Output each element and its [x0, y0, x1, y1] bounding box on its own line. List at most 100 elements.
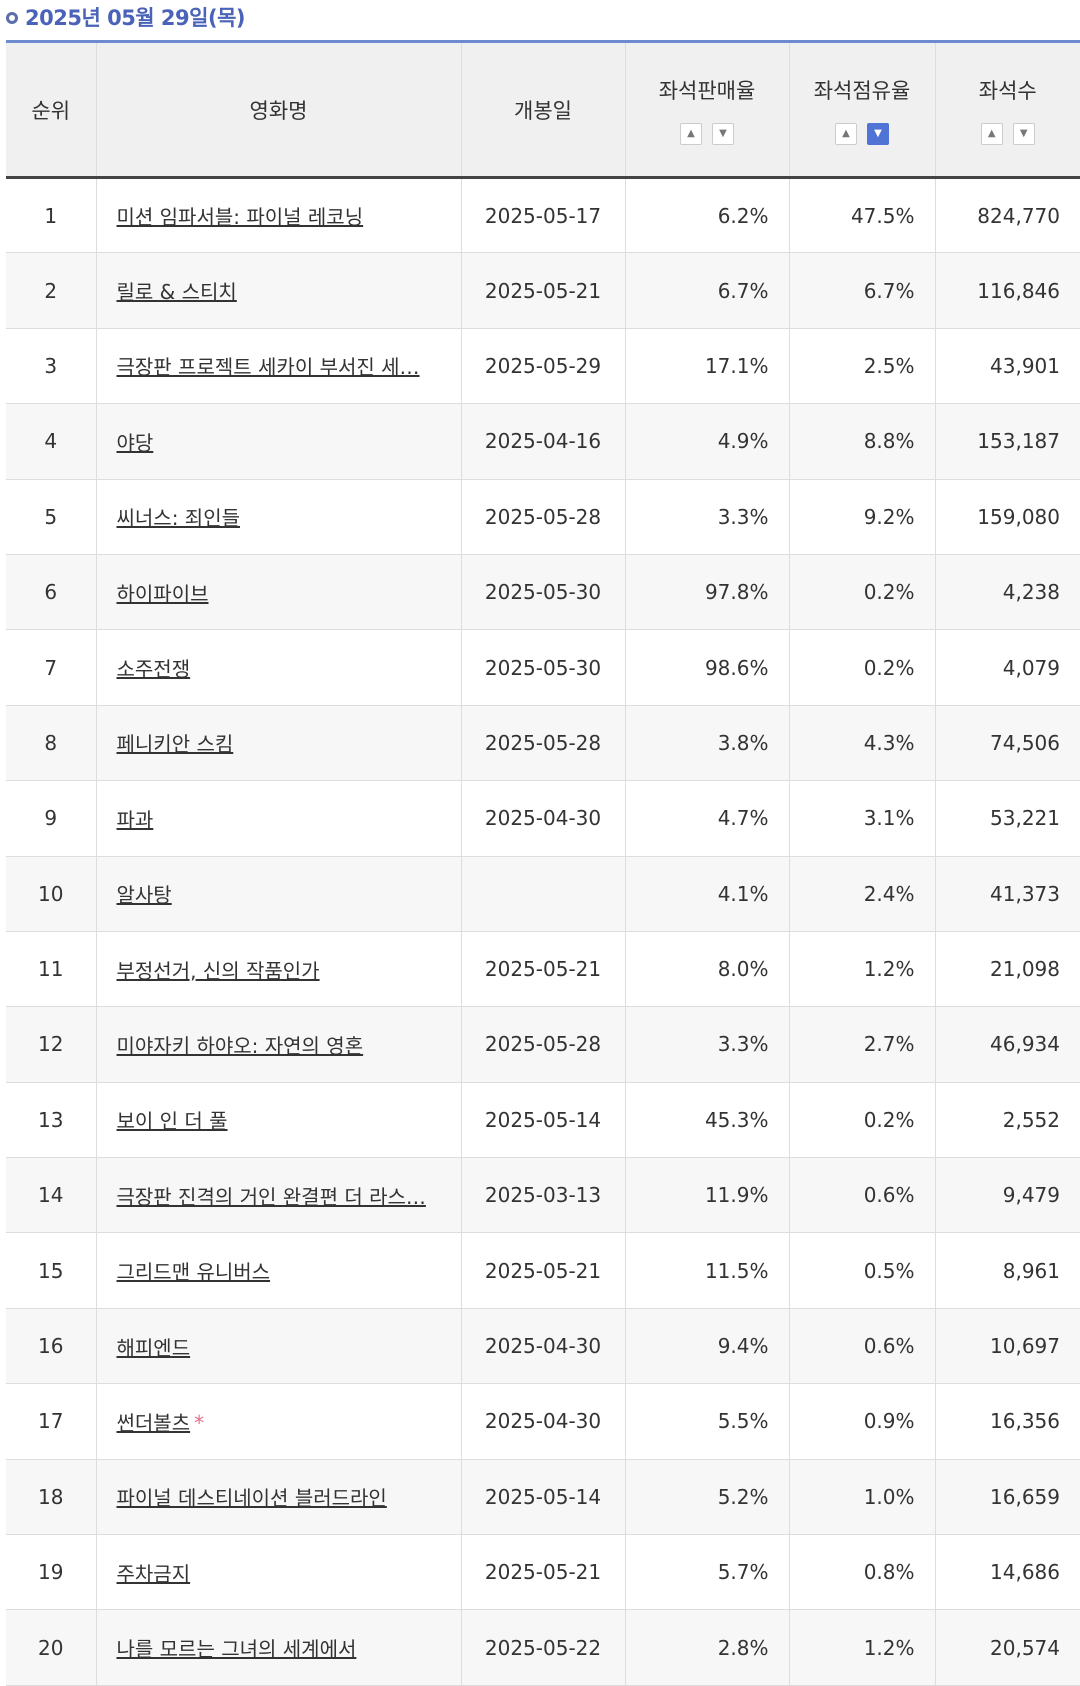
movie-title-link[interactable]: 주차금지 [117, 1562, 191, 1586]
open-date-cell: 2025-05-28 [461, 1007, 625, 1082]
title-cell: 보이 인 더 풀 [96, 1082, 461, 1157]
share-rate-cell: 9.2% [789, 479, 935, 554]
seats-cell: 16,356 [935, 1384, 1080, 1459]
sales-rate-cell: 8.0% [625, 931, 789, 1006]
seats-cell: 20,574 [935, 1610, 1080, 1685]
movie-title-link[interactable]: 하이파이브 [117, 582, 209, 606]
title-cell: 부정선거, 신의 작품인가 [96, 931, 461, 1006]
share-rate-cell: 2.5% [789, 328, 935, 403]
seats-sort-controls: ▲ ▼ [936, 123, 1080, 145]
movie-title-link[interactable]: 부정선거, 신의 작품인가 [117, 959, 320, 983]
sort-asc-seats-button[interactable]: ▲ [981, 123, 1003, 145]
movie-title-link[interactable]: 썬더볼츠 [117, 1411, 191, 1435]
movie-title-link[interactable]: 릴로 & 스티치 [117, 280, 237, 304]
open-date-cell: 2025-05-21 [461, 1233, 625, 1308]
open-date-cell: 2025-05-22 [461, 1610, 625, 1685]
open-date-cell: 2025-05-14 [461, 1082, 625, 1157]
rank-cell: 14 [6, 1158, 96, 1233]
movie-title-link[interactable]: 페니키안 스킴 [117, 732, 234, 756]
movie-title-link[interactable]: 나를 모르는 그녀의 세계에서 [117, 1637, 357, 1661]
rank-cell: 7 [6, 630, 96, 705]
movie-title-link[interactable]: 파과 [117, 808, 154, 832]
rank-cell: 12 [6, 1007, 96, 1082]
title-cell: 페니키안 스킴 [96, 705, 461, 780]
seats-cell: 2,552 [935, 1082, 1080, 1157]
title-cell: 파과 [96, 781, 461, 856]
share-rate-cell: 2.7% [789, 1007, 935, 1082]
movie-title-link[interactable]: 알사탕 [117, 883, 172, 907]
share-rate-cell: 6.7% [789, 253, 935, 328]
movie-title-link[interactable]: 미야자키 하야오: 자연의 영혼 [117, 1034, 364, 1058]
rank-cell: 13 [6, 1082, 96, 1157]
movie-title-link[interactable]: 씨너스: 죄인들 [117, 506, 241, 530]
chevron-up-icon: ▲ [842, 129, 850, 139]
title-cell: 썬더볼츠* [96, 1384, 461, 1459]
movie-title-link[interactable]: 미션 임파서블: 파이널 레코닝 [117, 205, 364, 229]
open-date-cell: 2025-04-30 [461, 1384, 625, 1459]
title-cell: 미야자키 하야오: 자연의 영혼 [96, 1007, 461, 1082]
box-office-table: 순위 영화명 개봉일 좌석판매율 ▲ ▼ 좌석점유율 ▲ ▼ 좌석수 [6, 40, 1080, 1686]
chevron-down-icon: ▼ [1020, 129, 1028, 139]
table-header: 순위 영화명 개봉일 좌석판매율 ▲ ▼ 좌석점유율 ▲ ▼ 좌석수 [6, 42, 1080, 178]
header-share-rate: 좌석점유율 ▲ ▼ [789, 42, 935, 178]
sort-desc-sales-rate-button[interactable]: ▼ [712, 123, 734, 145]
title-cell: 그리드맨 유니버스 [96, 1233, 461, 1308]
movie-title-link[interactable]: 야당 [117, 431, 154, 455]
header-rank: 순위 [6, 42, 96, 178]
sort-desc-seats-button[interactable]: ▼ [1013, 123, 1035, 145]
sales-rate-cell: 5.5% [625, 1384, 789, 1459]
seats-cell: 4,238 [935, 554, 1080, 629]
movie-title-link[interactable]: 해피엔드 [117, 1336, 191, 1360]
movie-title-link[interactable]: 파이널 데스티네이션 블러드라인 [117, 1486, 387, 1510]
share-rate-cell: 0.2% [789, 1082, 935, 1157]
share-rate-cell: 0.9% [789, 1384, 935, 1459]
open-date-cell: 2025-04-16 [461, 404, 625, 479]
sales-rate-cell: 4.9% [625, 404, 789, 479]
header-sales-rate-label: 좌석판매율 [626, 75, 789, 105]
movie-title-link[interactable]: 극장판 프로젝트 세카이 부서진 세… [117, 355, 420, 379]
seats-cell: 46,934 [935, 1007, 1080, 1082]
sort-asc-share-rate-button[interactable]: ▲ [835, 123, 857, 145]
seats-cell: 43,901 [935, 328, 1080, 403]
sort-desc-share-rate-button[interactable]: ▼ [867, 123, 889, 145]
movie-title-link[interactable]: 보이 인 더 풀 [117, 1109, 228, 1133]
movie-title-link[interactable]: 그리드맨 유니버스 [117, 1260, 271, 1284]
open-date-cell: 2025-05-28 [461, 705, 625, 780]
movie-title-link[interactable]: 극장판 진격의 거인 완결편 더 라스… [117, 1185, 426, 1209]
seats-cell: 74,506 [935, 705, 1080, 780]
chevron-down-icon: ▼ [874, 129, 882, 139]
sales-rate-cell: 6.7% [625, 253, 789, 328]
movie-title-link[interactable]: 소주전쟁 [117, 657, 191, 681]
sales-rate-cell: 45.3% [625, 1082, 789, 1157]
seats-cell: 4,079 [935, 630, 1080, 705]
share-rate-cell: 0.6% [789, 1308, 935, 1383]
rank-cell: 10 [6, 856, 96, 931]
rank-cell: 3 [6, 328, 96, 403]
title-cell: 파이널 데스티네이션 블러드라인 [96, 1459, 461, 1534]
chevron-down-icon: ▼ [719, 129, 727, 139]
sales-rate-sort-controls: ▲ ▼ [626, 123, 789, 145]
open-date-cell: 2025-05-30 [461, 630, 625, 705]
sort-asc-sales-rate-button[interactable]: ▲ [680, 123, 702, 145]
sales-rate-cell: 5.7% [625, 1535, 789, 1610]
share-rate-sort-controls: ▲ ▼ [790, 123, 935, 145]
sales-rate-cell: 5.2% [625, 1459, 789, 1534]
new-release-star: * [194, 1411, 204, 1435]
seats-cell: 824,770 [935, 178, 1080, 253]
seats-cell: 14,686 [935, 1535, 1080, 1610]
share-rate-cell: 0.2% [789, 554, 935, 629]
share-rate-cell: 2.4% [789, 856, 935, 931]
title-cell: 미션 임파서블: 파이널 레코닝 [96, 178, 461, 253]
title-cell: 씨너스: 죄인들 [96, 479, 461, 554]
sales-rate-cell: 9.4% [625, 1308, 789, 1383]
open-date-cell: 2025-04-30 [461, 1308, 625, 1383]
sales-rate-cell: 6.2% [625, 178, 789, 253]
seats-cell: 9,479 [935, 1158, 1080, 1233]
